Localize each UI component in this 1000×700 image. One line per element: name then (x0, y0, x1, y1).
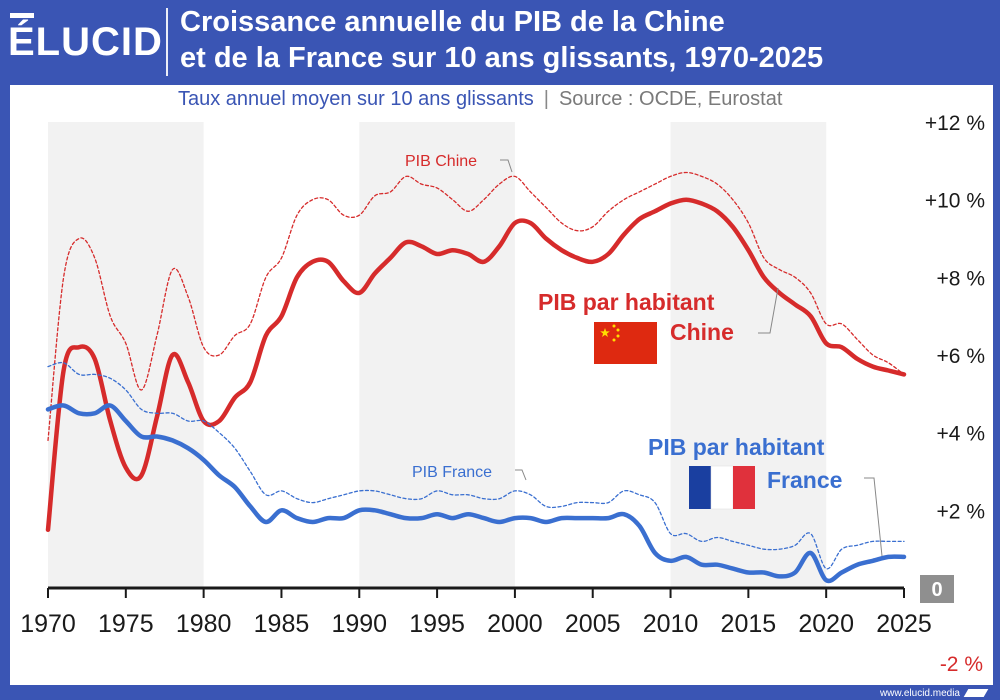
x-axis: 1970 1975 1980 1985 1990 1995 2000 2005 2010 2015… (20, 588, 932, 638)
x-tick-label: 1995 (409, 610, 465, 638)
y-tick-label: +4 % (937, 423, 985, 446)
x-tick-label: 1980 (176, 610, 232, 638)
leader-pib-habitant-chine (758, 287, 779, 334)
subtitle-line: Taux annuel moyen sur 10 ans glissants | S… (178, 88, 782, 111)
x-tick-label: 1975 (98, 610, 154, 638)
logo-accent-bar (10, 13, 34, 18)
subtitle-separator: | (543, 88, 549, 110)
chart-subtitle: Taux annuel moyen sur 10 ans glissants (178, 88, 534, 110)
y-axis: +12 % +10 % +8 % +6 % +4 % +2 % 0 -2 % (920, 112, 985, 676)
series-line-2 (47, 361, 905, 570)
source-note: Source : OCDE, Eurostat (558, 88, 783, 110)
label-pib-habitant-france-1: PIB par habitant (648, 434, 825, 460)
chart-title-line1: Croissance annuelle du PIB de la Chine (180, 6, 725, 38)
decade-shade-0 (48, 122, 204, 588)
x-tick-label: 2005 (565, 610, 621, 638)
y-tick-label: +8 % (937, 267, 985, 290)
x-tick-label: 2020 (798, 610, 854, 638)
label-pib-habitant-chine-1: PIB par habitant (538, 289, 715, 315)
china-flag-icon (594, 322, 657, 364)
decade-shade-1 (359, 122, 515, 588)
x-tick-label: 1970 (20, 610, 76, 638)
y-zero-badge (920, 575, 954, 603)
label-pib-chine: PIB Chine (405, 153, 477, 170)
label-pib-habitant-france-2: France (767, 467, 842, 493)
y-tick-label: +6 % (937, 345, 985, 368)
x-tick-label: 2015 (721, 610, 777, 638)
label-pib-france: PIB France (412, 464, 492, 481)
x-tick-label: 1990 (331, 610, 387, 638)
label-pib-habitant-chine-2: Chine (670, 319, 734, 345)
y-tick-label: 0 (931, 579, 942, 601)
decade-shade-2 (670, 122, 827, 588)
france-flag-icon (689, 465, 755, 510)
series-line-0 (47, 171, 905, 442)
brand-logo: ÉLUCID (8, 20, 163, 64)
y-tick-label: +2 % (937, 500, 985, 523)
x-tick-label: 2025 (876, 610, 932, 638)
x-tick-label: 2000 (487, 610, 543, 638)
header-divider (166, 8, 168, 76)
y-tick-label: -2 % (940, 653, 983, 676)
series-line-1 (45, 197, 907, 533)
leader-pib-france (515, 469, 527, 481)
footer-url: www.elucid.media (879, 688, 960, 699)
series-line-3 (45, 403, 907, 584)
x-tick-label: 1985 (254, 610, 310, 638)
leader-pib-habitant-france (864, 477, 883, 557)
series-layer (45, 171, 907, 584)
chart-title-line2: et de la France sur 10 ans glissants, 19… (180, 42, 824, 74)
header: ÉLUCID Croissance annuelle du PIB de la … (0, 0, 1000, 85)
y-tick-label: +10 % (925, 190, 985, 213)
y-tick-label: +12 % (925, 112, 985, 135)
x-tick-label: 2010 (643, 610, 699, 638)
leader-pib-chine (500, 159, 513, 173)
